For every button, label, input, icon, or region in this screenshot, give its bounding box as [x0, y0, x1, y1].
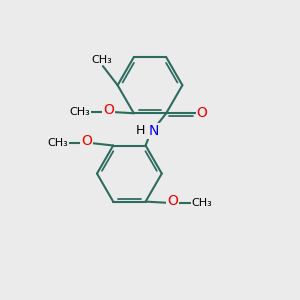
Text: CH₃: CH₃ — [91, 55, 112, 64]
Text: CH₃: CH₃ — [47, 138, 68, 148]
Text: N: N — [148, 124, 159, 138]
Text: CH₃: CH₃ — [192, 198, 212, 208]
Text: CH₃: CH₃ — [69, 107, 90, 117]
Text: O: O — [167, 194, 178, 208]
Text: O: O — [81, 134, 92, 148]
Text: O: O — [103, 103, 114, 117]
Text: O: O — [197, 106, 208, 120]
Text: H: H — [136, 124, 145, 137]
